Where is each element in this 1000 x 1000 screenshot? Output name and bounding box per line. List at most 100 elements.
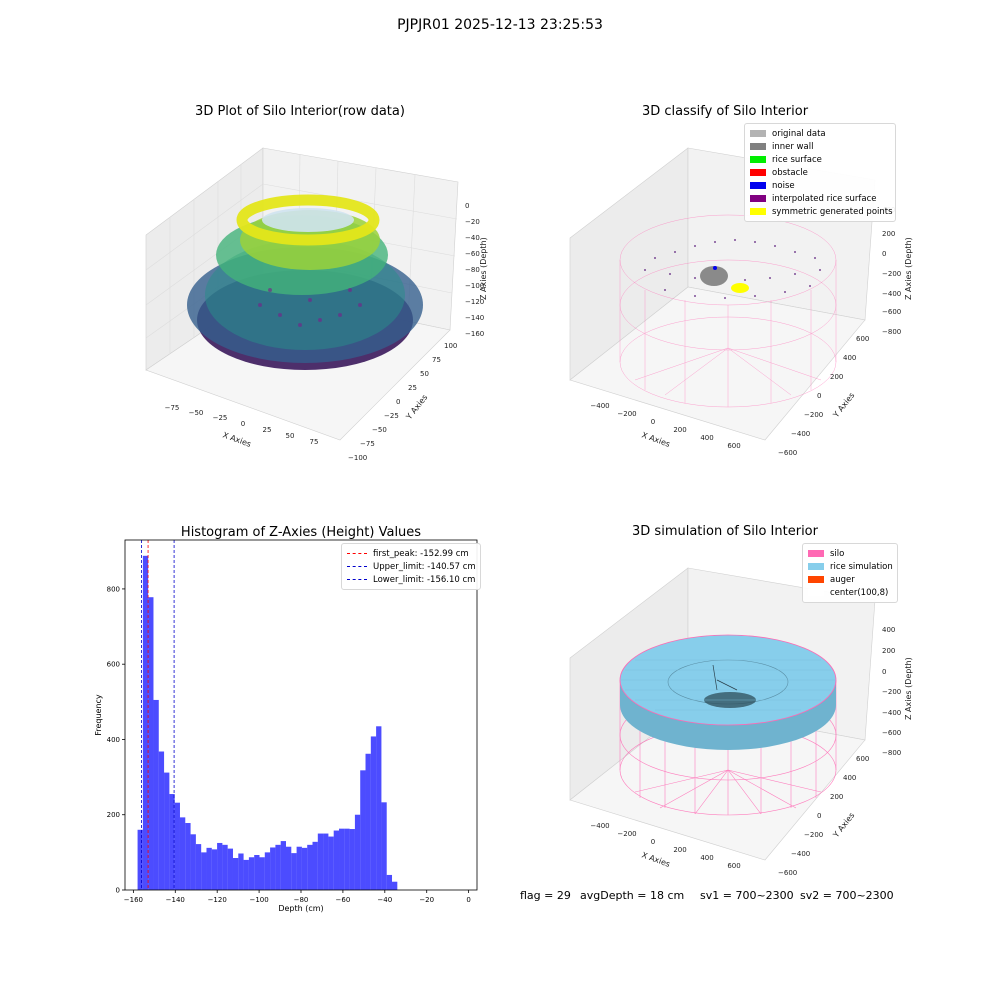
classify-legend-item: interpolated rice surface [750, 192, 890, 205]
sv2-stat: sv2 = 700~2300 [800, 889, 894, 902]
raw-y-tick: −50 [372, 426, 387, 434]
simulation-z-tick: 400 [882, 626, 895, 634]
histogram-bar [238, 853, 244, 890]
classify-legend-label: obstacle [772, 167, 808, 178]
simulation-panel-title: 3D simulation of Silo Interior [632, 524, 818, 539]
raw-x-label: X Axies [221, 430, 252, 449]
histogram-bar [190, 834, 196, 890]
histogram-bar [285, 846, 292, 890]
raw-y-tick: 100 [444, 342, 457, 350]
histogram-bar [317, 833, 324, 890]
noise-points [713, 266, 717, 270]
classify-x-tick: −400 [590, 402, 609, 410]
histogram-bar [185, 823, 191, 890]
histogram-bar [365, 753, 371, 890]
classify-legend-swatch [750, 156, 766, 163]
raw-z-tick: −160 [465, 330, 484, 338]
inner-wall-points [700, 266, 728, 286]
simulation-y-tick: −400 [791, 850, 810, 858]
histogram-legend-swatch [347, 566, 367, 567]
histogram-bar [217, 842, 223, 890]
raw-x-tick: 75 [310, 438, 319, 446]
classify-y-tick: 400 [843, 354, 856, 362]
histogram-bar [280, 841, 286, 890]
raw-y-tick: 25 [408, 384, 417, 392]
simulation-x-tick: 200 [673, 846, 686, 854]
classify-legend-item: original data [750, 127, 890, 140]
histogram-bar [354, 814, 361, 890]
histogram-bar [360, 770, 366, 890]
raw-z-label: Z Axies (Depth) [479, 237, 488, 300]
silo-wireframe [619, 214, 837, 408]
simulation-y-tick: −200 [804, 831, 823, 839]
histogram-y-tick-label: 0 [116, 887, 120, 895]
histogram-bar [137, 829, 143, 890]
histogram-bar [312, 841, 318, 890]
histogram-bar [227, 848, 233, 890]
histogram-legend-item: Lower_limit: -156.10 cm [347, 573, 475, 586]
classify-legend-label: interpolated rice surface [772, 193, 877, 204]
simulation-legend: silo rice simulation auger center(100,8) [802, 543, 898, 603]
histogram-title: Histogram of Z-Axies (Height) Values [181, 525, 421, 540]
histogram-x-tick-label: −140 [166, 896, 185, 904]
raw-z-tick: −20 [465, 218, 480, 226]
histogram-bar [148, 597, 154, 890]
histogram-bar [349, 829, 355, 890]
histogram-bar [174, 802, 180, 890]
histogram-legend: first_peak: -152.99 cm Upper_limit: -140.… [341, 543, 481, 590]
raw-y-tick: 0 [396, 398, 400, 406]
classify-legend-item: symmetric generated points [750, 205, 893, 218]
raw-y-tick: 50 [420, 370, 429, 378]
histogram-legend-swatch [347, 553, 367, 554]
histogram-bar [275, 844, 281, 890]
classify-legend-swatch [750, 143, 766, 150]
raw-x-tick: −50 [189, 409, 204, 417]
histogram-bars [137, 555, 398, 890]
classify-z-tick: −600 [882, 308, 901, 316]
simulation-y-tick: 600 [856, 755, 869, 763]
classify-legend-item: obstacle [750, 166, 890, 179]
classify-legend-swatch [750, 130, 766, 137]
histogram-bar [270, 847, 276, 890]
raw-x-tick: 0 [241, 420, 245, 428]
classify-y-tick: 200 [830, 373, 843, 381]
histogram-bar [323, 833, 329, 890]
histogram-y-tick-label: 600 [107, 661, 120, 669]
classify-x-label: X Axies [640, 430, 671, 449]
histogram-x-tick-label: −100 [249, 896, 268, 904]
classify-legend-swatch [750, 182, 766, 189]
histogram-x-tick-label: −60 [336, 896, 351, 904]
simulation-z-tick: −600 [882, 729, 901, 737]
histogram-x-label: Depth (cm) [278, 904, 323, 913]
simulation-z-label: Z Axies (Depth) [904, 657, 913, 720]
histogram-x-axis: −160 −140 −120 −100 −80 −60 −40 −20 0 [124, 890, 471, 904]
raw-panel-title: 3D Plot of Silo Interior(row data) [195, 104, 405, 119]
simulation-legend-label: rice simulation [830, 561, 893, 572]
histogram-bar [291, 853, 297, 890]
histogram-x-tick-label: 0 [466, 896, 470, 904]
simulation-z-tick: −800 [882, 749, 901, 757]
classify-z-tick: −800 [882, 328, 901, 336]
classify-legend-swatch [750, 169, 766, 176]
classify-legend-label: original data [772, 128, 826, 139]
raw-z-tick: −120 [465, 298, 484, 306]
figure-suptitle: PJPJR01 2025-12-13 23:25:53 [397, 17, 603, 33]
simulation-y-tick: 400 [843, 774, 856, 782]
raw-y-tick: −100 [348, 454, 367, 462]
simulation-x-tick: −400 [590, 822, 609, 830]
classify-y-tick: −600 [778, 449, 797, 457]
raw-3d-plot: −75 −50 −25 0 25 50 75 X Axies −100 −75 … [145, 147, 488, 462]
histogram-bar [232, 858, 239, 890]
classify-z-tick: 0 [882, 250, 886, 258]
histogram-bar [206, 847, 212, 890]
histogram-bar [222, 844, 228, 890]
raw-y-tick: 75 [432, 356, 441, 364]
simulation-x-tick: 600 [727, 862, 740, 870]
raw-y-tick: −75 [360, 440, 375, 448]
classify-x-tick: 600 [727, 442, 740, 450]
raw-z-tick: −60 [465, 250, 480, 258]
histogram-x-tick-label: −20 [419, 896, 434, 904]
classify-legend-swatch [750, 195, 766, 202]
simulation-legend-swatch [808, 550, 824, 557]
classify-y-tick: 0 [817, 392, 821, 400]
